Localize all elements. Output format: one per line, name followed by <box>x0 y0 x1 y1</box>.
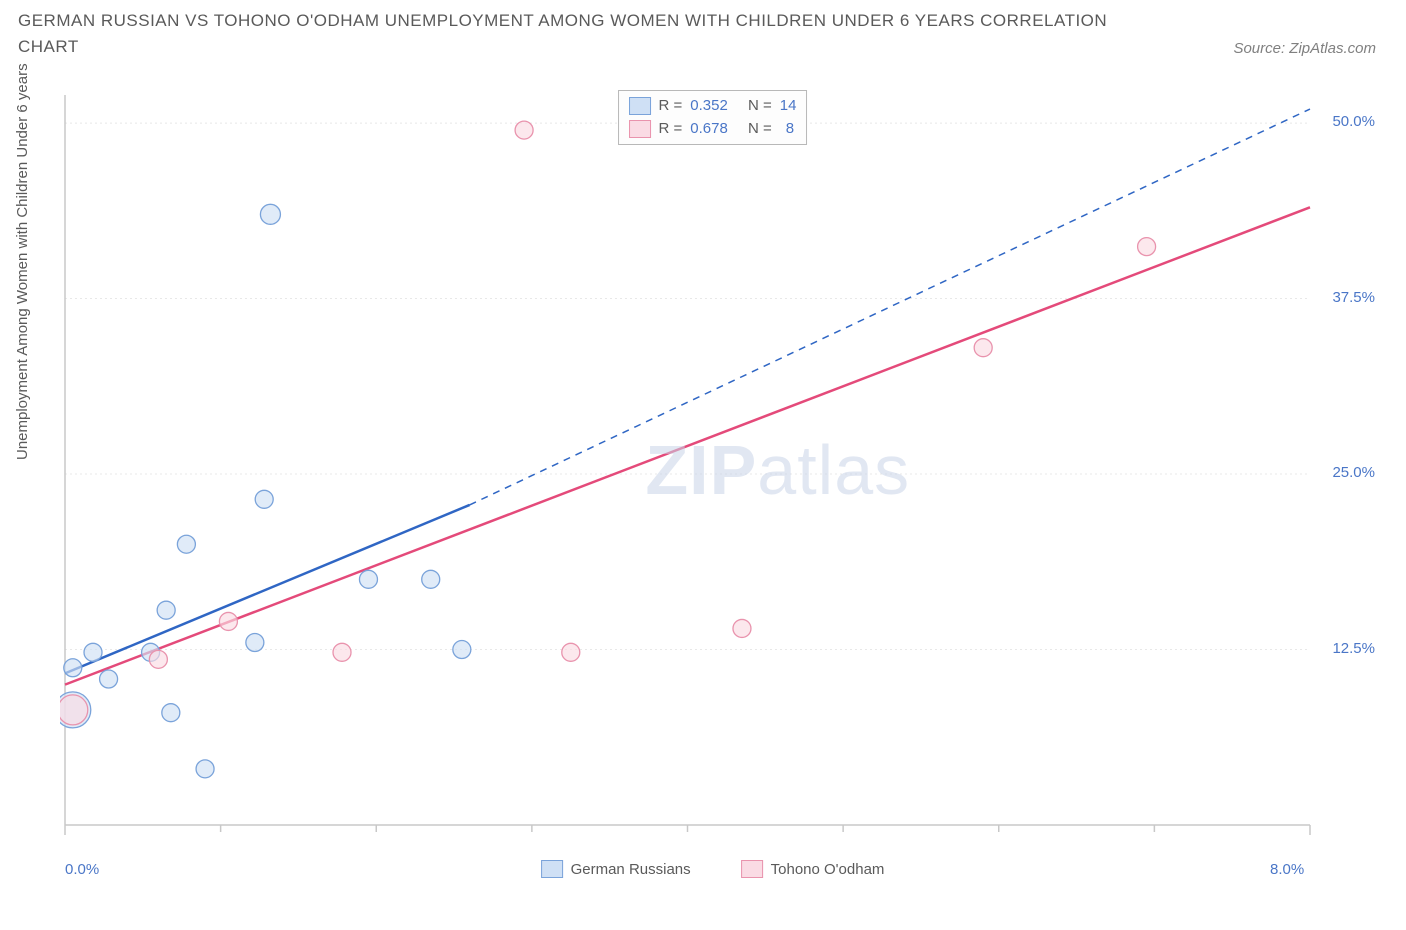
scatter-plot-svg <box>60 90 1365 850</box>
y-axis-label: Unemployment Among Women with Children U… <box>14 63 31 460</box>
legend-swatch-tohono <box>741 860 763 878</box>
legend-stats-row-2: R = 0.678 N = 8 <box>629 118 797 141</box>
legend-swatch-german <box>629 97 651 115</box>
y-tick-label: 25.0% <box>1332 464 1375 481</box>
r-label: R = <box>659 95 683 118</box>
legend-item-german: German Russians <box>541 860 691 878</box>
y-tick-label: 12.5% <box>1332 640 1375 657</box>
chart-title: GERMAN RUSSIAN VS TOHONO O'ODHAM UNEMPLO… <box>18 8 1118 59</box>
legend-label: German Russians <box>571 861 691 878</box>
n-label: N = <box>748 95 772 118</box>
chart-area: ZIPatlas R = 0.352 N = 14 R = 0.678 N = … <box>60 90 1365 850</box>
legend-series: German Russians Tohono O'odham <box>541 860 885 878</box>
source-attribution: Source: ZipAtlas.com <box>1233 40 1376 57</box>
r-label: R = <box>659 118 683 141</box>
r-value: 0.352 <box>690 95 728 118</box>
x-tick-label: 0.0% <box>65 861 99 878</box>
x-tick-label: 8.0% <box>1270 861 1304 878</box>
legend-stats-row-1: R = 0.352 N = 14 <box>629 95 797 118</box>
y-tick-label: 37.5% <box>1332 289 1375 306</box>
legend-label: Tohono O'odham <box>771 861 885 878</box>
n-value: 14 <box>780 95 797 118</box>
legend-stats: R = 0.352 N = 14 R = 0.678 N = 8 <box>618 90 808 145</box>
n-value: 8 <box>780 118 794 141</box>
legend-swatch-tohono <box>629 120 651 138</box>
r-value: 0.678 <box>690 118 728 141</box>
legend-swatch-german <box>541 860 563 878</box>
y-tick-label: 50.0% <box>1332 113 1375 130</box>
n-label: N = <box>748 118 772 141</box>
legend-item-tohono: Tohono O'odham <box>741 860 885 878</box>
